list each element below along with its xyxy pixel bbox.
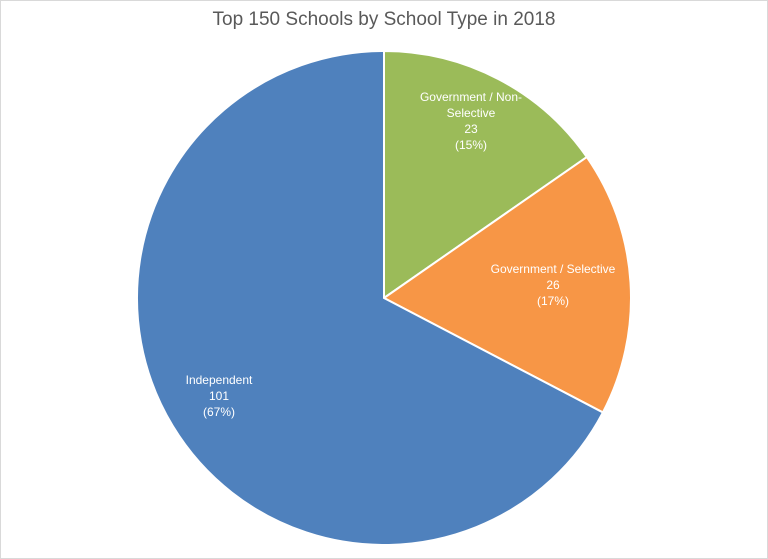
- data-label-line: 23: [464, 122, 478, 136]
- data-label-0: Government / Non- Selective 23 (15%): [420, 90, 522, 152]
- data-label-line: Government / Non-: [420, 90, 522, 104]
- data-label-line: Government / Selective: [491, 262, 616, 276]
- data-label-line: (15%): [455, 138, 487, 152]
- pie-slice-0: [383, 49, 589, 300]
- data-label-line: Independent: [186, 373, 253, 387]
- data-label-2: Independent 101 (67%): [186, 373, 253, 419]
- pie-slice-2: [136, 49, 605, 546]
- chart-title: Top 150 Schools by School Type in 2018: [212, 9, 556, 30]
- data-label-line: Selective: [447, 106, 496, 120]
- data-label-line: (67%): [203, 405, 235, 419]
- data-label-line: 26: [546, 278, 560, 292]
- pie-slice-1: [382, 155, 632, 414]
- data-label-line: 101: [209, 389, 229, 403]
- data-label-line: (17%): [537, 294, 569, 308]
- data-label-1: Government / Selective 26 (17%): [491, 262, 616, 308]
